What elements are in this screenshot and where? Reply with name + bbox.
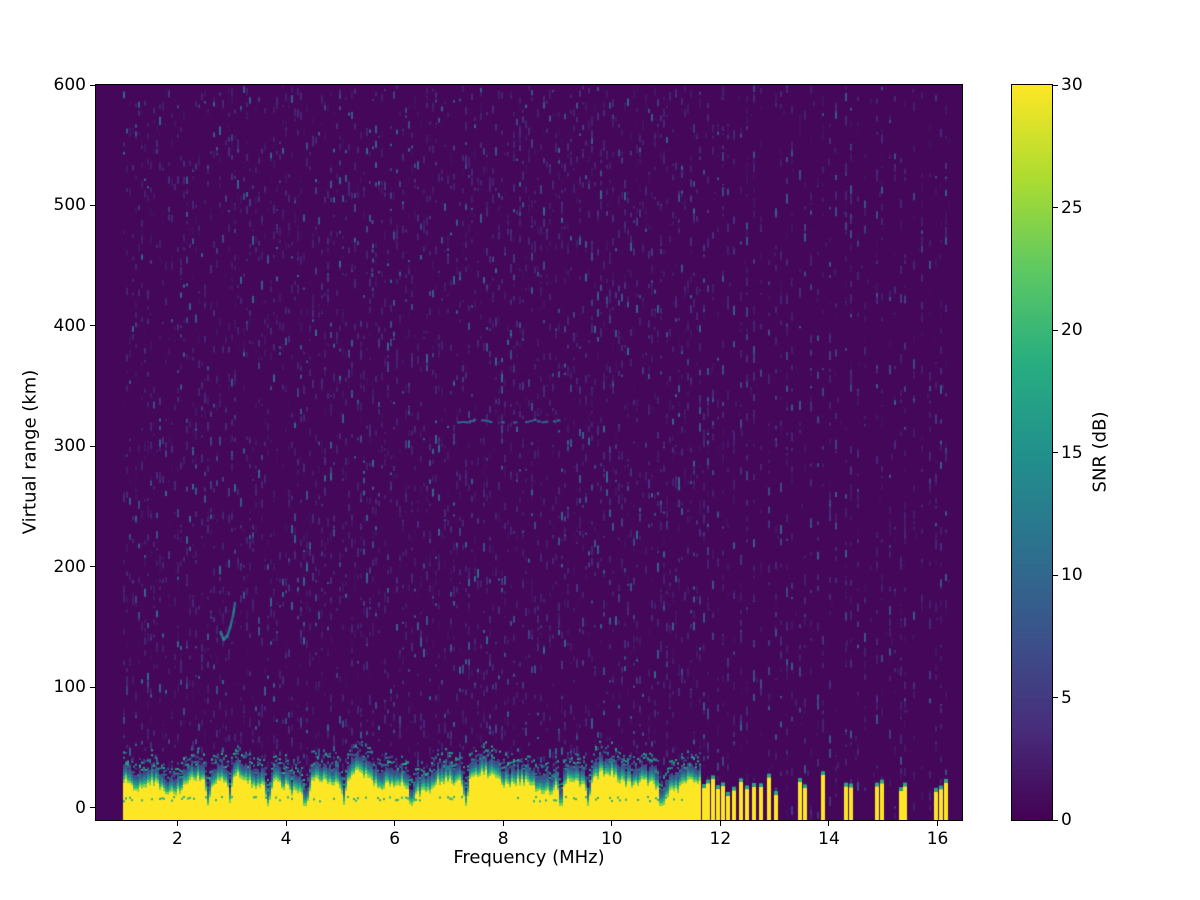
x-tick-label: 16	[926, 829, 949, 849]
x-tick-mark	[611, 821, 613, 826]
x-tick-label: 14	[818, 829, 840, 849]
x-tick-mark	[502, 821, 504, 826]
x-tick-mark	[937, 821, 939, 826]
colorbar-tick-label: 25	[1061, 197, 1083, 218]
x-tick-mark	[719, 821, 721, 826]
y-tick-mark	[90, 84, 95, 86]
y-tick-mark	[90, 325, 95, 327]
y-tick-mark	[90, 686, 95, 688]
colorbar-tick-mark	[1053, 329, 1058, 331]
colorbar-tick-label: 5	[1061, 687, 1072, 708]
y-tick-label: 0	[75, 797, 86, 818]
y-tick-label: 500	[53, 195, 86, 216]
y-tick-label: 400	[53, 315, 86, 336]
x-tick-mark	[394, 821, 396, 826]
y-tick-label: 200	[53, 556, 86, 577]
heatmap-canvas	[96, 85, 962, 820]
colorbar-tick-mark	[1053, 452, 1058, 453]
y-tick-label: 600	[53, 75, 86, 95]
x-tick-label: 10	[600, 829, 623, 849]
x-tick-mark	[176, 821, 178, 826]
x-tick-label: 4	[280, 829, 292, 849]
colorbar-tick-label: 10	[1061, 565, 1083, 585]
colorbar-tick-mark	[1053, 207, 1058, 208]
heatmap-plot-area	[95, 84, 963, 821]
colorbar-tick-mark	[1053, 574, 1058, 576]
colorbar	[1011, 84, 1053, 821]
colorbar-tick-label: 30	[1061, 75, 1083, 95]
colorbar-tick-mark	[1053, 84, 1058, 86]
y-tick-label: 300	[53, 436, 86, 457]
colorbar-tick-label: 20	[1061, 320, 1083, 340]
y-tick-label: 100	[53, 677, 86, 698]
colorbar-tick-mark	[1053, 819, 1058, 821]
colorbar-tick-label: 0	[1061, 810, 1072, 830]
y-tick-mark	[90, 566, 95, 568]
colorbar-tick-label: 15	[1061, 442, 1083, 463]
y-tick-mark	[90, 204, 95, 206]
x-tick-label: 2	[172, 829, 183, 849]
y-tick-mark	[90, 445, 95, 447]
colorbar-gradient-canvas	[1012, 85, 1052, 820]
y-tick-mark	[90, 807, 95, 809]
x-tick-label: 8	[497, 829, 509, 849]
x-tick-label: 6	[389, 829, 401, 849]
x-tick-mark	[285, 821, 287, 826]
x-tick-mark	[828, 821, 830, 826]
colorbar-tick-mark	[1053, 697, 1058, 698]
x-axis-label: Frequency (MHz)	[453, 847, 605, 868]
x-tick-label: 12	[709, 829, 732, 849]
